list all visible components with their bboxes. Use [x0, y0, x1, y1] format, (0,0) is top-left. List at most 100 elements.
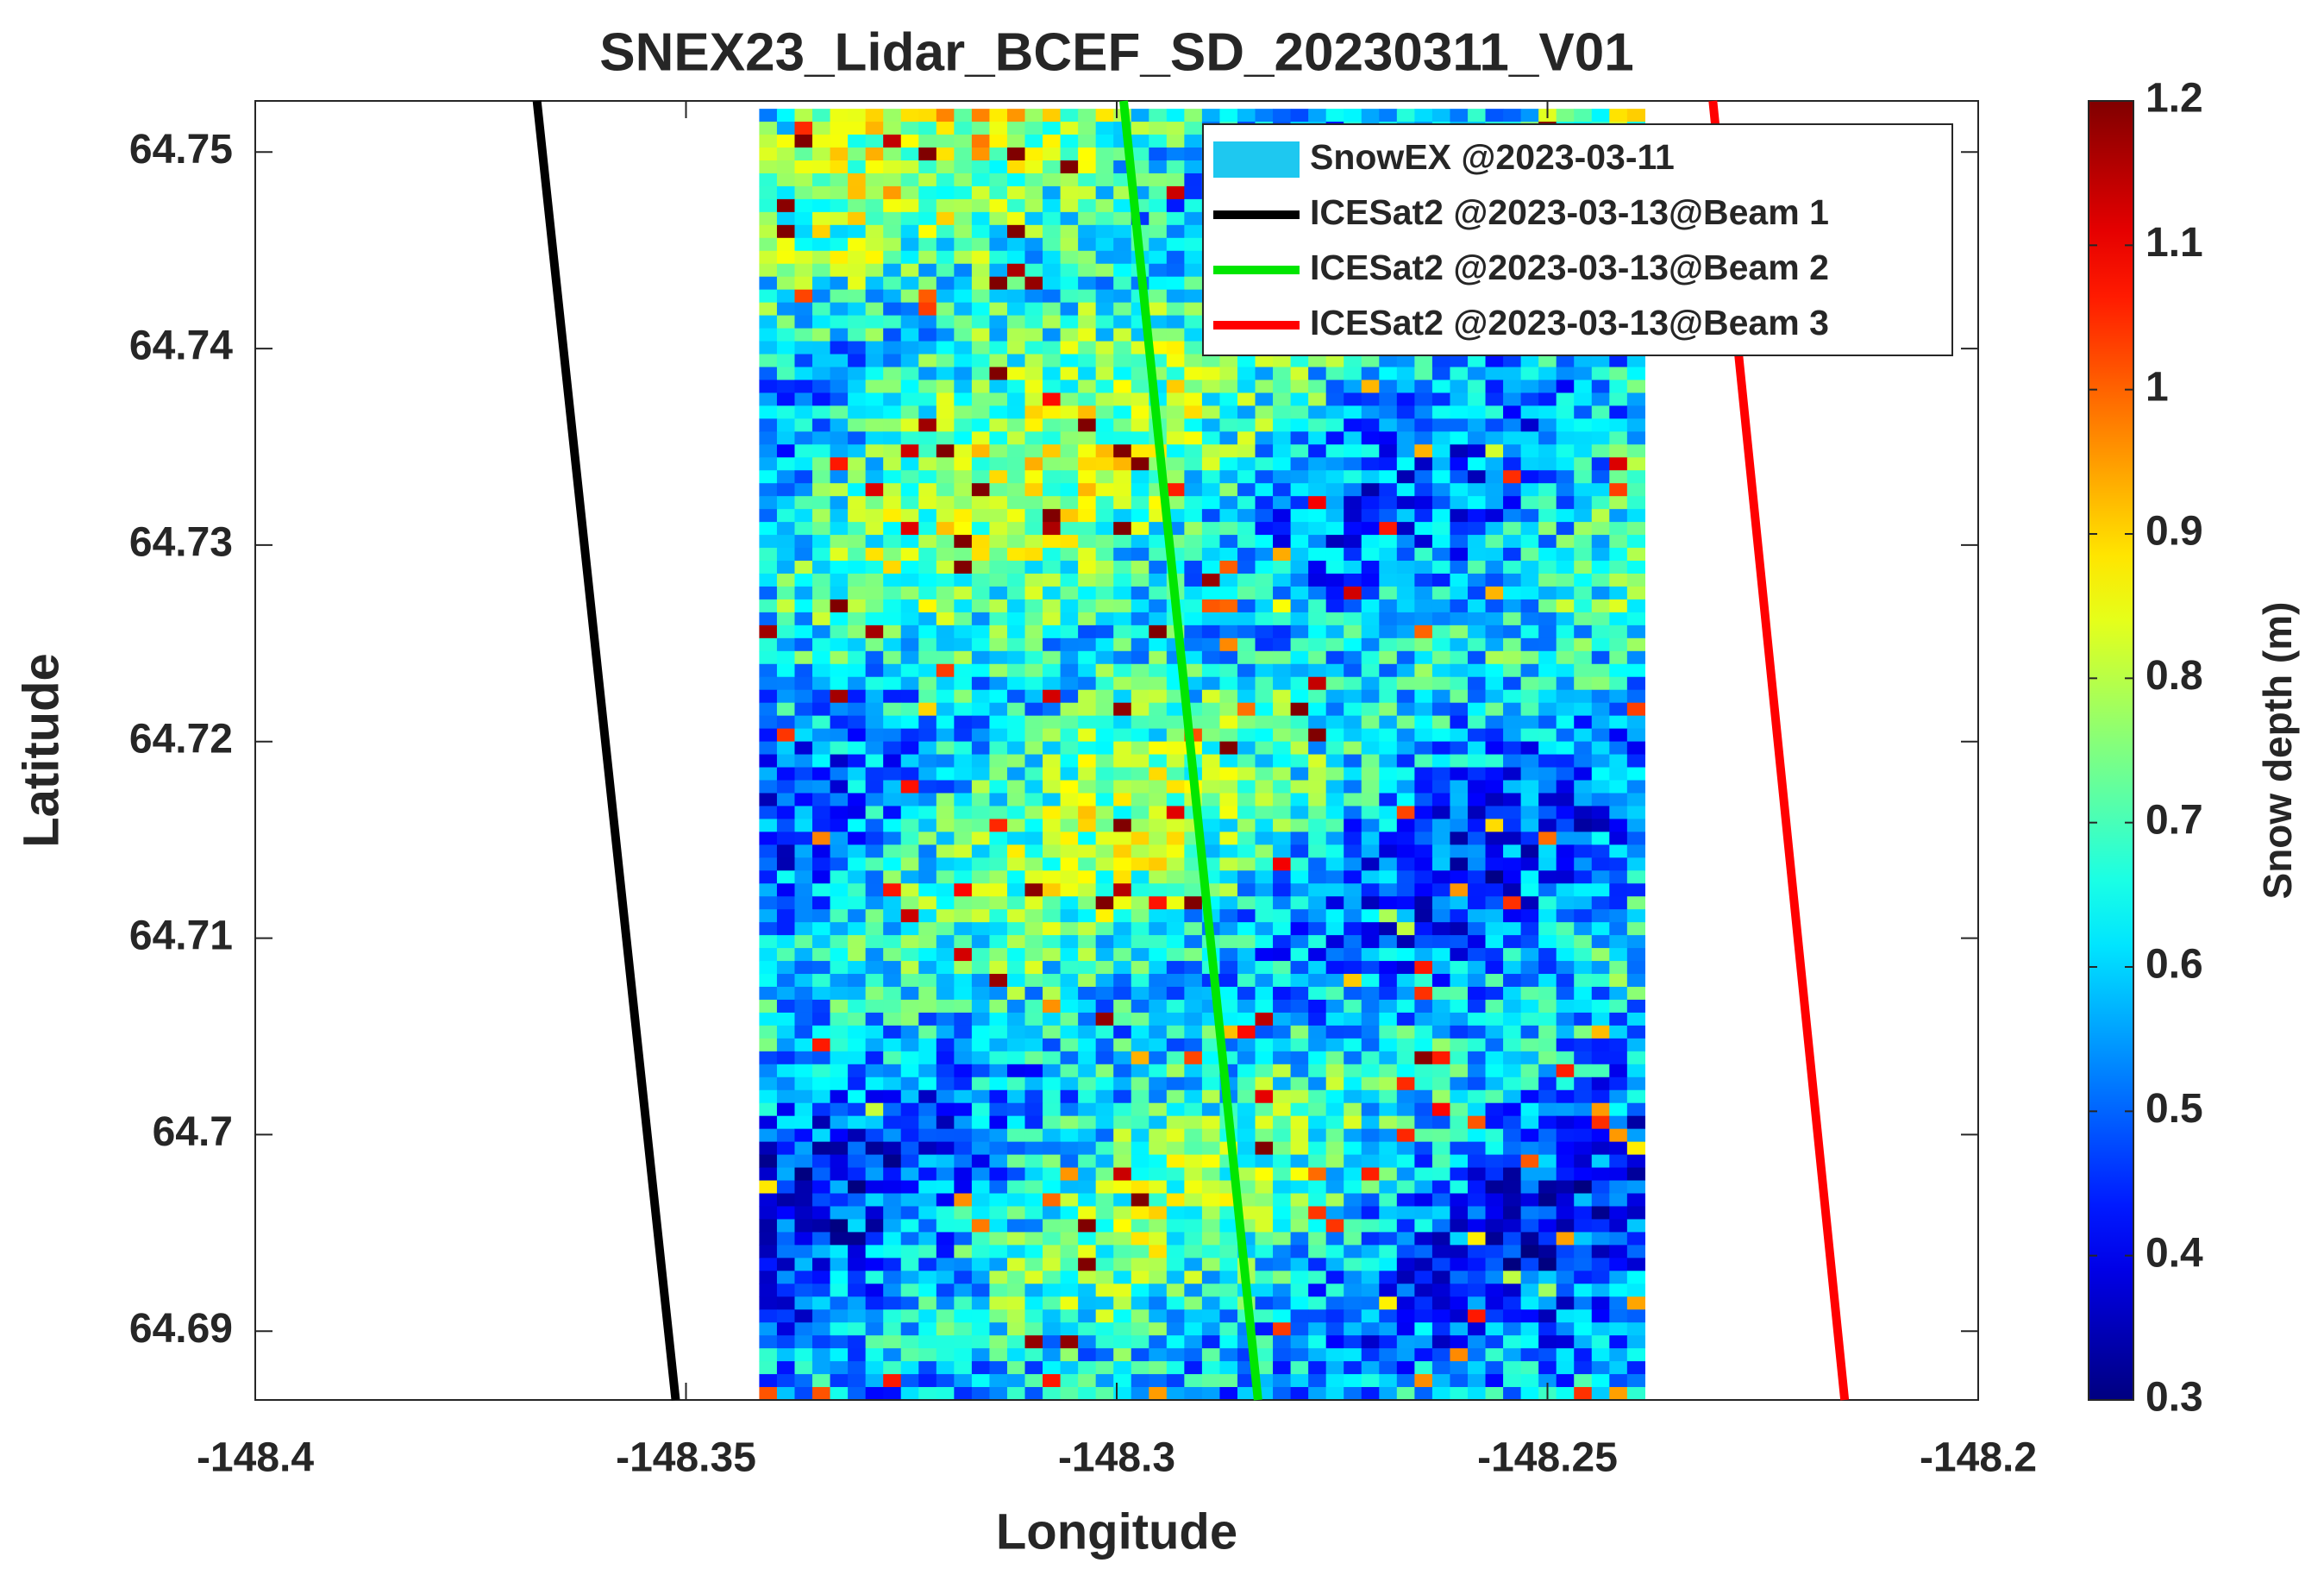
raster-cell: [1626, 909, 1645, 923]
raster-cell: [1431, 974, 1451, 988]
raster-cell: [1574, 896, 1593, 910]
raster-cell: [1450, 1232, 1469, 1246]
raster-cell: [776, 1128, 796, 1143]
raster-cell: [1344, 728, 1362, 743]
raster-cell: [759, 122, 778, 135]
raster-cell: [1574, 496, 1593, 510]
raster-cell: [1467, 702, 1487, 717]
raster-cell: [936, 741, 955, 756]
raster-cell: [1467, 1335, 1487, 1349]
raster-cell: [936, 1025, 955, 1039]
raster-cell: [1325, 715, 1344, 730]
raster-cell: [1290, 1180, 1309, 1195]
raster-cell: [1325, 612, 1344, 626]
raster-cell: [900, 1284, 919, 1297]
raster-cell: [794, 315, 813, 330]
raster-cell: [1078, 689, 1097, 704]
raster-cell: [1591, 1076, 1610, 1091]
raster-cell: [1131, 1141, 1149, 1156]
raster-cell: [1503, 857, 1522, 871]
raster-cell: [1431, 522, 1451, 536]
raster-cell: [1396, 444, 1415, 458]
raster-cell: [1574, 612, 1593, 626]
raster-cell: [848, 586, 867, 600]
raster-cell: [812, 341, 831, 355]
raster-cell: [1431, 1193, 1451, 1208]
raster-cell: [1024, 883, 1043, 897]
raster-cell: [776, 1361, 796, 1375]
raster-cell: [1503, 1180, 1522, 1195]
raster-cell: [1379, 405, 1398, 419]
raster-cell: [1024, 185, 1043, 200]
raster-cell: [1184, 483, 1203, 497]
raster-cell: [1149, 896, 1168, 910]
raster-cell: [759, 1167, 778, 1182]
raster-cell: [1043, 109, 1062, 122]
raster-cell: [1538, 431, 1557, 445]
raster-cell: [1325, 418, 1344, 432]
raster-cell: [1290, 548, 1309, 562]
raster-cell: [1255, 392, 1274, 406]
raster-cell: [1166, 1245, 1185, 1258]
raster-cell: [1184, 1064, 1203, 1078]
raster-cell: [1308, 380, 1327, 394]
raster-cell: [1113, 1348, 1132, 1362]
raster-cell: [1396, 1296, 1415, 1310]
raster-cell: [830, 767, 849, 781]
raster-cell: [1060, 728, 1079, 743]
raster-cell: [1131, 844, 1149, 858]
raster-cell: [1414, 1206, 1433, 1221]
raster-cell: [1184, 1141, 1203, 1156]
raster-cell: [1503, 754, 1522, 769]
raster-cell: [936, 702, 955, 717]
raster-cell: [812, 1387, 831, 1401]
raster-cell: [1060, 676, 1079, 691]
raster-cell: [1626, 444, 1645, 458]
raster-cell: [1344, 754, 1362, 769]
raster-cell: [1609, 535, 1628, 549]
raster-cell: [1201, 1076, 1221, 1091]
raster-cell: [1591, 986, 1610, 1001]
raster-cell: [1060, 780, 1079, 794]
raster-cell: [830, 1012, 849, 1026]
raster-cell: [794, 1271, 813, 1284]
raster-cell: [1184, 909, 1203, 923]
raster-cell: [848, 1115, 867, 1130]
raster-cell: [1237, 909, 1256, 923]
raster-cell: [1201, 509, 1221, 523]
raster-cell: [848, 289, 867, 304]
raster-cell: [1626, 418, 1645, 432]
raster-cell: [1344, 1219, 1362, 1233]
raster-cell: [1255, 883, 1274, 897]
raster-cell: [794, 1051, 813, 1065]
raster-cell: [1166, 1284, 1185, 1297]
raster-cell: [759, 380, 778, 394]
raster-cell: [1325, 367, 1344, 381]
raster-cell: [1556, 1322, 1575, 1336]
raster-cell: [1006, 1025, 1026, 1039]
raster-cell: [1591, 844, 1610, 858]
raster-cell: [918, 663, 937, 678]
raster-cell: [794, 1348, 813, 1362]
raster-cell: [1609, 986, 1628, 1001]
raster-cell: [1024, 276, 1043, 291]
raster-cell: [883, 1348, 902, 1362]
raster-cell: [1414, 806, 1433, 820]
raster-cell: [1043, 948, 1062, 962]
raster-cell: [794, 961, 813, 975]
raster-cell: [1095, 1154, 1114, 1169]
raster-cell: [1503, 496, 1522, 510]
raster-cell: [1556, 405, 1575, 419]
raster-cell: [1574, 1115, 1593, 1130]
raster-cell: [1556, 483, 1575, 497]
raster-cell: [1219, 883, 1238, 897]
raster-cell: [989, 1361, 1008, 1375]
raster-cell: [1095, 896, 1114, 910]
raster-cell: [1503, 599, 1522, 613]
raster-cell: [1043, 1128, 1062, 1143]
raster-cell: [812, 1258, 831, 1271]
raster-cell: [883, 1284, 902, 1297]
raster-cell: [1095, 1167, 1114, 1182]
raster-cell: [1396, 935, 1415, 949]
raster-cell: [1626, 1258, 1645, 1271]
